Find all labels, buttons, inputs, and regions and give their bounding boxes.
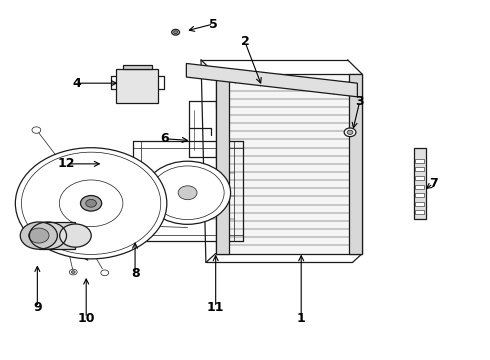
Bar [416,202,424,206]
Bar [416,176,424,180]
Bar [216,74,362,253]
Circle shape [80,195,102,211]
Bar [122,65,152,69]
Circle shape [145,161,231,224]
Bar [39,222,75,249]
Text: 10: 10 [77,311,95,325]
Text: 8: 8 [131,267,139,280]
Circle shape [15,148,167,259]
Text: 6: 6 [160,132,169,145]
Bar [216,74,229,253]
Circle shape [172,30,179,35]
Bar [416,193,424,197]
Polygon shape [186,63,357,97]
Text: 4: 4 [72,77,81,90]
Text: 11: 11 [207,301,224,314]
Bar [416,185,424,189]
Bar [416,167,424,171]
Circle shape [178,186,197,200]
Bar [416,211,424,215]
Text: 9: 9 [33,301,42,314]
Bar [414,148,426,220]
Circle shape [344,128,356,136]
Circle shape [60,224,91,247]
Circle shape [101,270,109,276]
Bar [117,69,158,103]
Circle shape [20,222,57,249]
Circle shape [173,31,177,34]
Bar [416,159,424,163]
Circle shape [86,199,97,207]
Text: 12: 12 [58,157,75,170]
Text: 1: 1 [297,311,306,325]
Circle shape [347,130,353,134]
Text: 2: 2 [241,35,249,49]
Circle shape [72,271,75,274]
Circle shape [70,269,77,275]
Circle shape [28,228,49,243]
Text: 3: 3 [356,95,364,108]
Text: 5: 5 [209,18,218,31]
Text: 7: 7 [429,177,438,190]
Bar [348,74,362,253]
